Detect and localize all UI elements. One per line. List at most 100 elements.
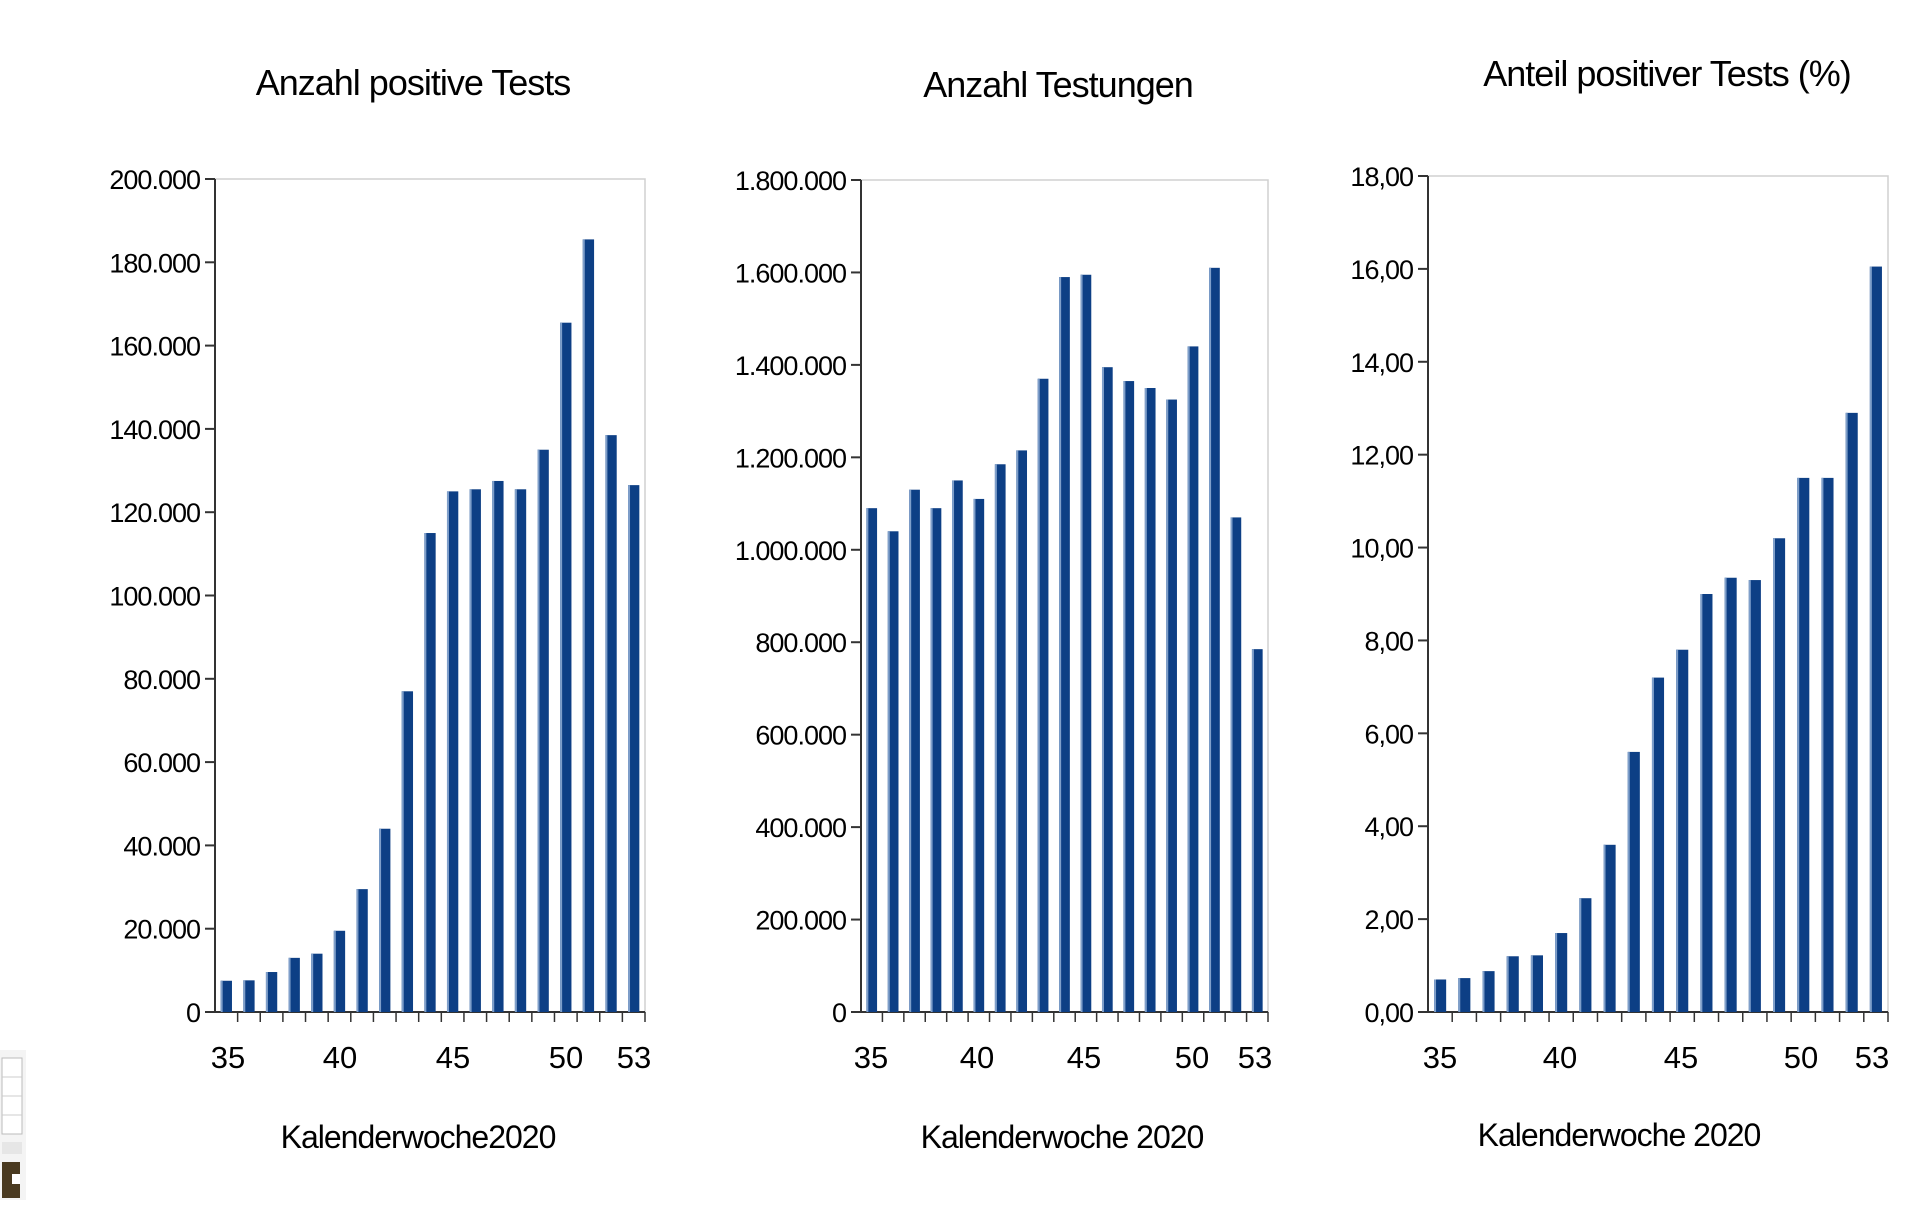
- y-tick-label: 8,00: [1364, 626, 1413, 656]
- bar: [288, 957, 300, 1012]
- bar-highlight: [356, 889, 359, 1012]
- bar-highlight: [1821, 477, 1824, 1012]
- bar-highlight: [469, 489, 472, 1013]
- bar-highlight: [1037, 378, 1040, 1012]
- y-tick-label: 1.200.000: [735, 443, 846, 473]
- chart-title: Anzahl Testungen: [923, 64, 1193, 105]
- bar-highlight: [1016, 450, 1019, 1012]
- x-tick-label: 53: [1855, 1040, 1889, 1075]
- x-tick-label: 35: [211, 1040, 245, 1075]
- y-tick-label: 60.000: [123, 748, 200, 778]
- bar: [973, 498, 985, 1012]
- bar-highlight: [1059, 277, 1062, 1013]
- bar-highlight: [333, 930, 336, 1012]
- bar: [1458, 978, 1471, 1012]
- bar: [1555, 933, 1568, 1012]
- bar-highlight: [973, 498, 976, 1012]
- bar: [1651, 677, 1665, 1012]
- bar-highlight: [401, 691, 404, 1012]
- bar-highlight: [1724, 577, 1727, 1012]
- bar: [1123, 381, 1135, 1013]
- chart-title: Anzahl positive Tests: [256, 62, 571, 103]
- bar-highlight: [1506, 956, 1509, 1012]
- bar-highlight: [1651, 677, 1654, 1012]
- bar-highlight: [1627, 751, 1630, 1012]
- bar: [1821, 477, 1834, 1012]
- y-tick-label: 1.400.000: [735, 351, 846, 381]
- bar: [1530, 955, 1543, 1012]
- bar: [1700, 594, 1713, 1012]
- bar: [1627, 751, 1640, 1012]
- bar: [1209, 267, 1220, 1012]
- y-tick-label: 100.000: [109, 582, 200, 612]
- y-tick-label: 0: [832, 998, 846, 1028]
- bar: [243, 980, 255, 1012]
- bar-highlight: [220, 980, 223, 1012]
- chart-3: Anteil positiver Tests (%) 0,00 2,00 4,00 6,…: [1350, 53, 1889, 1153]
- bar: [469, 489, 481, 1013]
- bar-highlight: [605, 435, 608, 1013]
- bar-highlight: [1555, 933, 1558, 1012]
- bar: [401, 691, 414, 1012]
- bar-highlight: [930, 508, 933, 1012]
- bar-highlight: [446, 491, 449, 1012]
- y-tick-label: 18,00: [1350, 162, 1413, 192]
- bar-highlight: [492, 480, 495, 1012]
- bar-highlight: [1700, 594, 1703, 1012]
- y-tick-label: 20.000: [123, 915, 200, 945]
- bar-highlight: [1458, 978, 1461, 1012]
- bar: [1080, 274, 1092, 1012]
- y-tick-label: 16,00: [1350, 255, 1413, 285]
- bar: [1748, 580, 1761, 1012]
- bar: [265, 972, 278, 1012]
- bar-highlight: [1434, 979, 1437, 1012]
- bar-highlight: [1579, 898, 1582, 1012]
- y-tick-label: 200.000: [109, 165, 200, 195]
- bar-highlight: [582, 239, 585, 1012]
- bar-highlight: [1530, 955, 1533, 1012]
- y-tick-label: 800.000: [755, 628, 846, 658]
- bar: [560, 322, 572, 1012]
- bar-highlight: [1603, 844, 1606, 1012]
- bar: [909, 489, 920, 1012]
- bar-highlight: [1123, 381, 1126, 1013]
- bar-highlight: [1101, 367, 1104, 1012]
- y-tick-label: 180.000: [109, 248, 200, 278]
- bar: [537, 449, 549, 1013]
- chart-1: Anzahl positive Tests 0 20.000 40.000 60.000…: [109, 62, 651, 1155]
- y-tick-label: 200.000: [755, 906, 846, 936]
- x-tick-label: 50: [1784, 1040, 1818, 1075]
- bar-highlight: [1797, 477, 1800, 1012]
- bar-highlight: [1080, 274, 1083, 1012]
- bar-highlight: [887, 531, 890, 1012]
- bar: [1230, 517, 1242, 1012]
- bar-highlight: [628, 485, 631, 1012]
- bar: [492, 480, 504, 1012]
- bar: [1724, 577, 1737, 1012]
- y-tick-label: 1.800.000: [735, 166, 846, 196]
- x-tick-label: 50: [549, 1040, 583, 1075]
- bar: [333, 930, 346, 1012]
- bar-highlight: [537, 449, 540, 1013]
- bar: [446, 491, 459, 1012]
- bar-highlight: [952, 480, 955, 1012]
- bar: [1187, 346, 1199, 1012]
- bar-highlight: [866, 508, 869, 1012]
- bar: [930, 508, 942, 1012]
- x-tick-label: 45: [1067, 1040, 1101, 1075]
- bar: [1797, 477, 1810, 1012]
- bar-highlight: [1187, 346, 1190, 1012]
- bar-highlight: [1251, 649, 1254, 1012]
- bar: [1506, 956, 1519, 1012]
- bar: [356, 889, 368, 1012]
- x-tick-label: 40: [960, 1040, 994, 1075]
- bar: [605, 435, 617, 1013]
- bar-highlight: [1676, 649, 1679, 1012]
- bar-highlight: [1869, 266, 1872, 1013]
- chart-2: Anzahl Testungen 0 200.000 400.000 600.000 80…: [735, 64, 1272, 1155]
- bar: [866, 508, 878, 1012]
- bar: [1434, 979, 1447, 1012]
- bar: [424, 533, 436, 1012]
- bar: [1101, 367, 1113, 1012]
